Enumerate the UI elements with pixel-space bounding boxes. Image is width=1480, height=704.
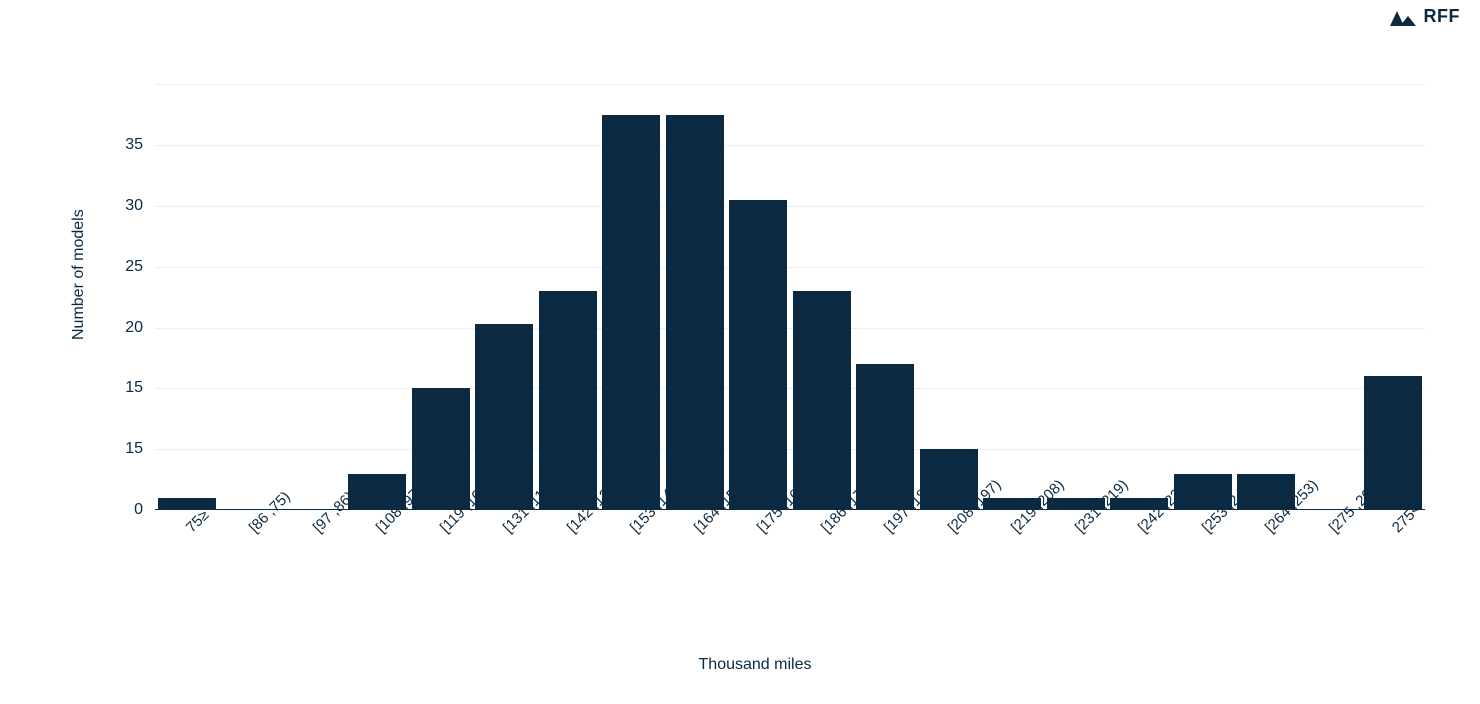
bar-slot — [1235, 60, 1299, 510]
x-tick-slot: >275 — [1362, 514, 1426, 644]
x-tick-slot: ≤75 — [155, 514, 219, 644]
x-tick-slot: (231, 242] — [1108, 514, 1172, 644]
bar-slot — [1171, 60, 1235, 510]
bar-slot — [155, 60, 219, 510]
y-axis-label: Number of models — [70, 209, 88, 340]
histogram-chart: Number of models 0151520253035 ≤75(75, 8… — [65, 60, 1445, 680]
bar-slot — [790, 60, 854, 510]
x-tick-slot: (197, 208] — [917, 514, 981, 644]
bar-slot — [346, 60, 410, 510]
x-tick-slot: (153, 164] — [663, 514, 727, 644]
x-tick-slot: (108, 119] — [409, 514, 473, 644]
y-tick-label: 20 — [125, 319, 143, 337]
bar-slot — [663, 60, 727, 510]
y-tick-label: 15 — [125, 379, 143, 397]
x-tick-slot: (142, 153] — [600, 514, 664, 644]
mountains-icon — [1390, 8, 1418, 26]
y-tick-label: 30 — [125, 197, 143, 215]
bar-slot — [1044, 60, 1108, 510]
x-tick-slot: (119, 131] — [473, 514, 537, 644]
x-tick-slot: (86, 97] — [282, 514, 346, 644]
bar-slot — [409, 60, 473, 510]
bars-container — [155, 60, 1425, 510]
bar-slot — [219, 60, 283, 510]
bar-slot — [1362, 60, 1426, 510]
x-tick-slot: (264, 275] — [1298, 514, 1362, 644]
bar-slot — [917, 60, 981, 510]
bar-slot — [600, 60, 664, 510]
bar-slot — [473, 60, 537, 510]
bar — [602, 115, 660, 510]
bar-slot — [282, 60, 346, 510]
x-tick-slot: (175, 186] — [790, 514, 854, 644]
y-tick-label: 15 — [125, 440, 143, 458]
x-tick-slot: (253, 264] — [1235, 514, 1299, 644]
x-tick-slot: (186, 197] — [854, 514, 918, 644]
bar-slot — [1108, 60, 1172, 510]
x-tick-slot: (219, 231] — [1044, 514, 1108, 644]
y-tick-label: 0 — [134, 501, 143, 519]
brand-logo: RFF — [1390, 6, 1461, 27]
bar-slot — [1298, 60, 1362, 510]
bar — [729, 200, 787, 510]
bar-slot — [981, 60, 1045, 510]
plot-area: 0151520253035 — [155, 60, 1425, 510]
brand-text: RFF — [1424, 6, 1461, 27]
x-tick-slot: (75, 86] — [219, 514, 283, 644]
x-tick-label: ≤75 — [183, 507, 213, 537]
bar-slot — [727, 60, 791, 510]
x-ticks: ≤75(75, 86](86, 97](97, 108](108, 119](1… — [155, 514, 1425, 644]
x-tick-slot: (242, 253] — [1171, 514, 1235, 644]
bar-slot — [536, 60, 600, 510]
x-tick-slot: (164, 175] — [727, 514, 791, 644]
x-tick-slot: (208, 219] — [981, 514, 1045, 644]
y-tick-label: 35 — [125, 136, 143, 154]
bar-slot — [854, 60, 918, 510]
x-tick-slot: (131, 142] — [536, 514, 600, 644]
x-axis-label: Thousand miles — [699, 656, 812, 674]
y-tick-label: 25 — [125, 258, 143, 276]
x-tick-slot: (97, 108] — [346, 514, 410, 644]
bar — [666, 115, 724, 510]
